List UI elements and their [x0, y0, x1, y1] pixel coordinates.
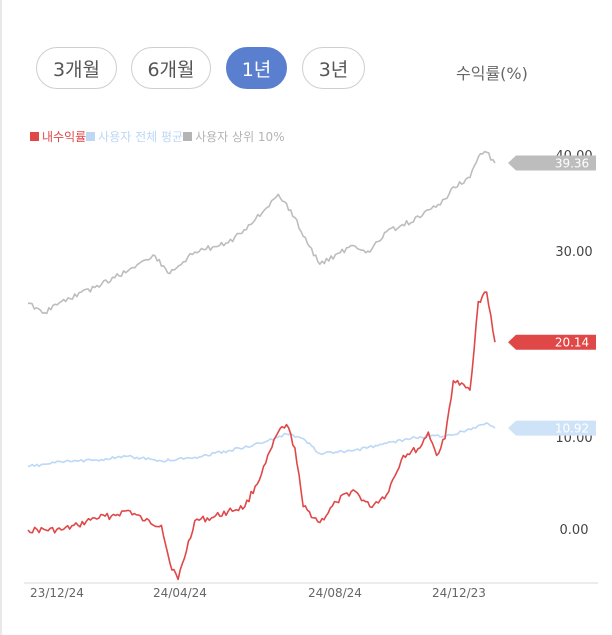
x-tick-label: 24/08/24: [308, 586, 362, 600]
last-value-tag-top-10: 39.36: [508, 155, 596, 171]
tab-3-months[interactable]: 3개월: [36, 47, 117, 89]
legend-label-user-average: 사용자 전체 평균: [98, 130, 184, 144]
tab-3-years[interactable]: 3년: [302, 47, 365, 89]
tag-value-label: 20.14: [555, 336, 589, 350]
last-value-tag-my-return: 20.14: [508, 334, 596, 350]
series-line-top-10: [27, 150, 496, 315]
series-line-my-return: [27, 291, 496, 581]
series-line-user-average: [27, 421, 496, 468]
y-tick-label: 30.00: [555, 245, 592, 260]
x-tick-label: 23/12/24: [30, 586, 84, 600]
tag-shape: [508, 334, 596, 350]
legend-swatch-top-10: [183, 132, 193, 141]
x-tick-label: 24/12/23: [432, 586, 486, 600]
legend-item-user-average: 사용자 전체 평균: [86, 128, 183, 145]
left-edge-divider: [0, 0, 2, 635]
y-tick-label: 0.00: [560, 523, 589, 538]
legend-swatch-user-average: [86, 132, 96, 141]
tab-1-year[interactable]: 1년: [226, 47, 287, 89]
tag-value-label: 39.36: [555, 156, 589, 170]
x-tick-label: 24/04/24: [153, 586, 207, 600]
metric-label: 수익률(%): [456, 64, 528, 83]
chart-legend: 내수익률 사용자 전체 평균 사용자 상위 10%: [30, 128, 285, 145]
last-value-tag-user-average: 10.92: [508, 420, 596, 436]
tab-6-months[interactable]: 6개월: [131, 47, 211, 89]
tag-shape: [508, 155, 596, 171]
legend-label-top-10: 사용자 상위 10%: [195, 130, 285, 144]
legend-swatch-my-return: [30, 132, 39, 141]
legend-label-my-return: 내수익률: [42, 130, 87, 144]
legend-item-my-return: 내수익률: [30, 128, 86, 145]
legend-item-top-10: 사용자 상위 10%: [183, 128, 285, 145]
tag-value-label: 10.92: [555, 422, 589, 436]
tag-shape: [508, 420, 596, 436]
